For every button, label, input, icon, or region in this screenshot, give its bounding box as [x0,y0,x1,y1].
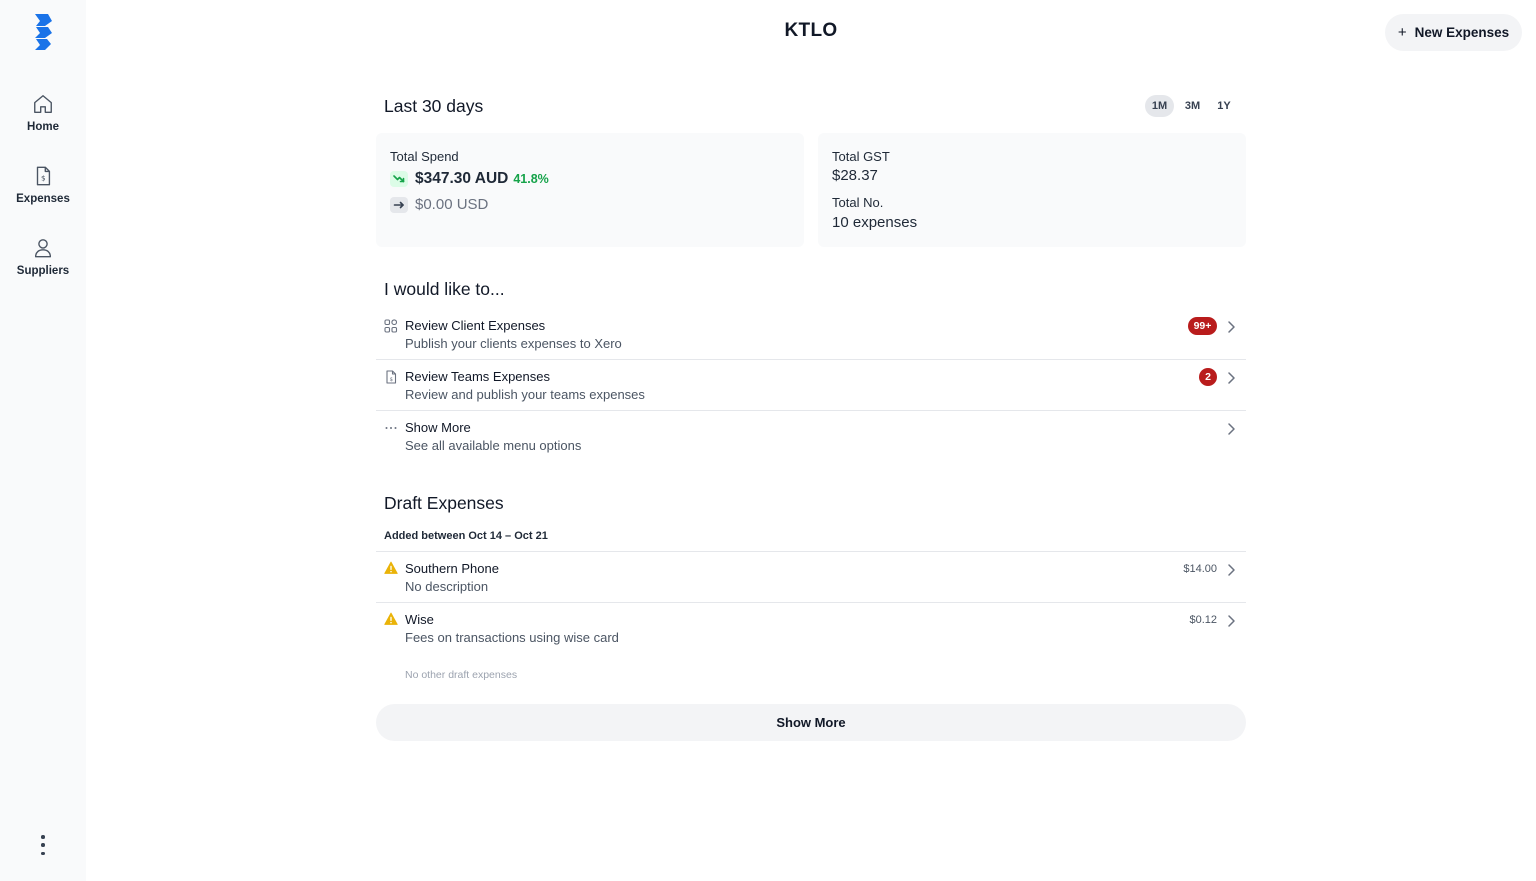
sidebar-item-label: Expenses [16,193,70,205]
count-badge: 2 [1199,368,1217,386]
page-title: KTLO [784,20,838,41]
item-title: Review Teams Expenses [405,369,550,384]
chevron-right-icon [1228,615,1235,627]
apps-grid-icon [384,319,398,333]
item-subtitle: Fees on transactions using wise card [405,630,619,645]
kebab-menu-icon[interactable] [33,833,53,857]
home-icon [34,95,52,113]
item-subtitle: Review and publish your teams expenses [405,387,645,402]
total-spend-label: Total Spend [390,149,459,164]
svg-text:$: $ [389,377,393,383]
draft-date-range: Added between Oct 14 – Oct 21 [384,530,548,542]
total-gst-card: Total GST $28.37 Total No. 10 expenses [818,133,1246,247]
aud-amount: $347.30 AUD [415,170,509,187]
new-expenses-button[interactable]: + New Expenses [1385,14,1522,51]
usd-amount: $0.00 USD [415,196,489,213]
divider [376,551,1246,552]
review-client-expenses-item[interactable]: Review Client Expenses Publish your clie… [376,311,1246,362]
item-subtitle: See all available menu options [405,438,582,453]
sidebar-item-expenses[interactable]: $ Expenses [0,165,86,221]
chevron-right-icon [1228,321,1235,333]
aud-change: 41.8% [513,172,549,186]
arrow-right-icon [390,196,408,213]
divider [376,359,1246,360]
review-teams-expenses-item[interactable]: $ Review Teams Expenses Review and publi… [376,362,1246,413]
actions-title: I would like to... [384,279,505,299]
item-title: Wise [405,612,434,627]
sidebar: Home $ Expenses Suppliers [0,0,86,881]
divider [376,602,1246,603]
divider [376,410,1246,411]
new-expenses-label: New Expenses [1414,25,1510,40]
sidebar-item-suppliers[interactable]: Suppliers [0,237,86,293]
range-1y-button[interactable]: 1Y [1217,100,1231,112]
item-title: Review Client Expenses [405,318,546,333]
total-gst-label: Total GST [832,149,890,164]
draft-expense-wise[interactable]: Wise Fees on transactions using wise car… [376,605,1246,656]
total-spend-card: Total Spend $347.30 AUD 41.8% $0.00 USD [376,133,804,247]
expense-document-icon: $ [36,166,51,186]
no-other-drafts-note: No other draft expenses [405,669,518,681]
total-count-value: 10 expenses [832,214,918,231]
trending-down-icon [390,171,408,187]
expense-amount: $14.00 [1183,563,1217,575]
summary-title: Last 30 days [384,96,484,116]
expense-document-icon: $ [386,370,397,384]
item-subtitle: No description [405,579,489,594]
sidebar-item-label: Suppliers [16,265,70,277]
range-3m-button[interactable]: 3M [1184,100,1201,112]
item-subtitle: Publish your clients expenses to Xero [405,336,622,351]
usd-spend-row: $0.00 USD [390,196,488,213]
count-badge: 99+ [1188,317,1217,335]
ellipsis-icon [385,427,397,429]
show-more-options-item[interactable]: Show More See all available menu options [376,413,1246,464]
total-gst-value: $28.37 [832,167,878,184]
sidebar-item-label: Home [27,121,59,133]
range-1m-button[interactable]: 1M [1145,95,1174,117]
draft-expense-southern-phone[interactable]: Southern Phone No description $14.00 [376,554,1246,605]
expense-amount: $0.12 [1189,614,1217,626]
chevron-right-icon [1228,564,1235,576]
brand-logo-icon[interactable] [32,13,54,51]
plus-icon: + [1397,24,1407,41]
warning-icon [384,561,398,574]
aud-spend-row: $347.30 AUD 41.8% [390,170,549,188]
user-icon [34,239,52,258]
warning-icon [384,612,398,625]
svg-text:$: $ [41,174,46,183]
total-count-label: Total No. [832,195,884,210]
item-title: Southern Phone [405,561,499,576]
drafts-title: Draft Expenses [384,493,504,513]
chevron-right-icon [1228,423,1235,435]
show-more-drafts-button[interactable]: Show More [376,704,1246,741]
sidebar-item-home[interactable]: Home [0,93,86,149]
item-title: Show More [405,420,471,435]
chevron-right-icon [1228,372,1235,384]
